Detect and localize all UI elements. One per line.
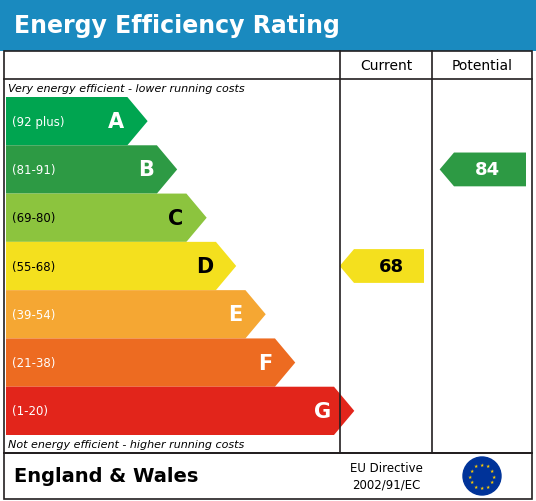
Text: ★: ★: [474, 484, 478, 489]
Text: ★: ★: [470, 467, 474, 472]
Text: F: F: [258, 353, 272, 373]
Polygon shape: [6, 242, 236, 291]
Text: Very energy efficient - lower running costs: Very energy efficient - lower running co…: [8, 84, 244, 94]
Polygon shape: [6, 146, 177, 194]
Text: (92 plus): (92 plus): [12, 115, 64, 128]
Polygon shape: [6, 98, 147, 146]
Text: ★: ★: [480, 462, 484, 467]
Bar: [4, 453, 532, 499]
Text: 2002/91/EC: 2002/91/EC: [352, 477, 420, 490]
Text: B: B: [138, 160, 154, 180]
Bar: [4, 52, 532, 453]
Text: ★: ★: [470, 479, 474, 484]
Circle shape: [463, 457, 501, 495]
Text: G: G: [314, 401, 331, 421]
Text: ★: ★: [480, 485, 484, 490]
Text: (69-80): (69-80): [12, 212, 55, 225]
Text: (1-20): (1-20): [12, 404, 48, 417]
Text: Current: Current: [360, 59, 412, 73]
Text: C: C: [168, 208, 183, 228]
Text: A: A: [108, 112, 124, 132]
Text: (55-68): (55-68): [12, 260, 55, 273]
Text: ★: ★: [490, 479, 494, 484]
Text: ★: ★: [486, 463, 490, 468]
Text: (81-91): (81-91): [12, 164, 56, 176]
Text: Not energy efficient - higher running costs: Not energy efficient - higher running co…: [8, 439, 244, 449]
Text: ★: ★: [474, 463, 478, 468]
Text: England & Wales: England & Wales: [14, 466, 198, 485]
Text: (39-54): (39-54): [12, 308, 55, 321]
Text: Energy Efficiency Rating: Energy Efficiency Rating: [14, 14, 340, 38]
Polygon shape: [6, 194, 207, 242]
Text: ★: ★: [492, 473, 496, 478]
Text: ★: ★: [468, 473, 472, 478]
Bar: [0, 0, 536, 52]
Text: E: E: [228, 305, 242, 325]
Text: (21-38): (21-38): [12, 356, 55, 369]
Text: ★: ★: [490, 467, 494, 472]
Polygon shape: [6, 339, 295, 387]
Text: 84: 84: [474, 161, 500, 179]
Text: ★: ★: [486, 484, 490, 489]
Text: Potential: Potential: [451, 59, 512, 73]
Polygon shape: [6, 291, 266, 339]
Polygon shape: [6, 387, 354, 435]
Polygon shape: [440, 153, 526, 187]
Text: D: D: [196, 257, 213, 277]
Text: 68: 68: [378, 258, 404, 276]
Polygon shape: [340, 249, 424, 284]
Text: EU Directive: EU Directive: [349, 461, 422, 474]
